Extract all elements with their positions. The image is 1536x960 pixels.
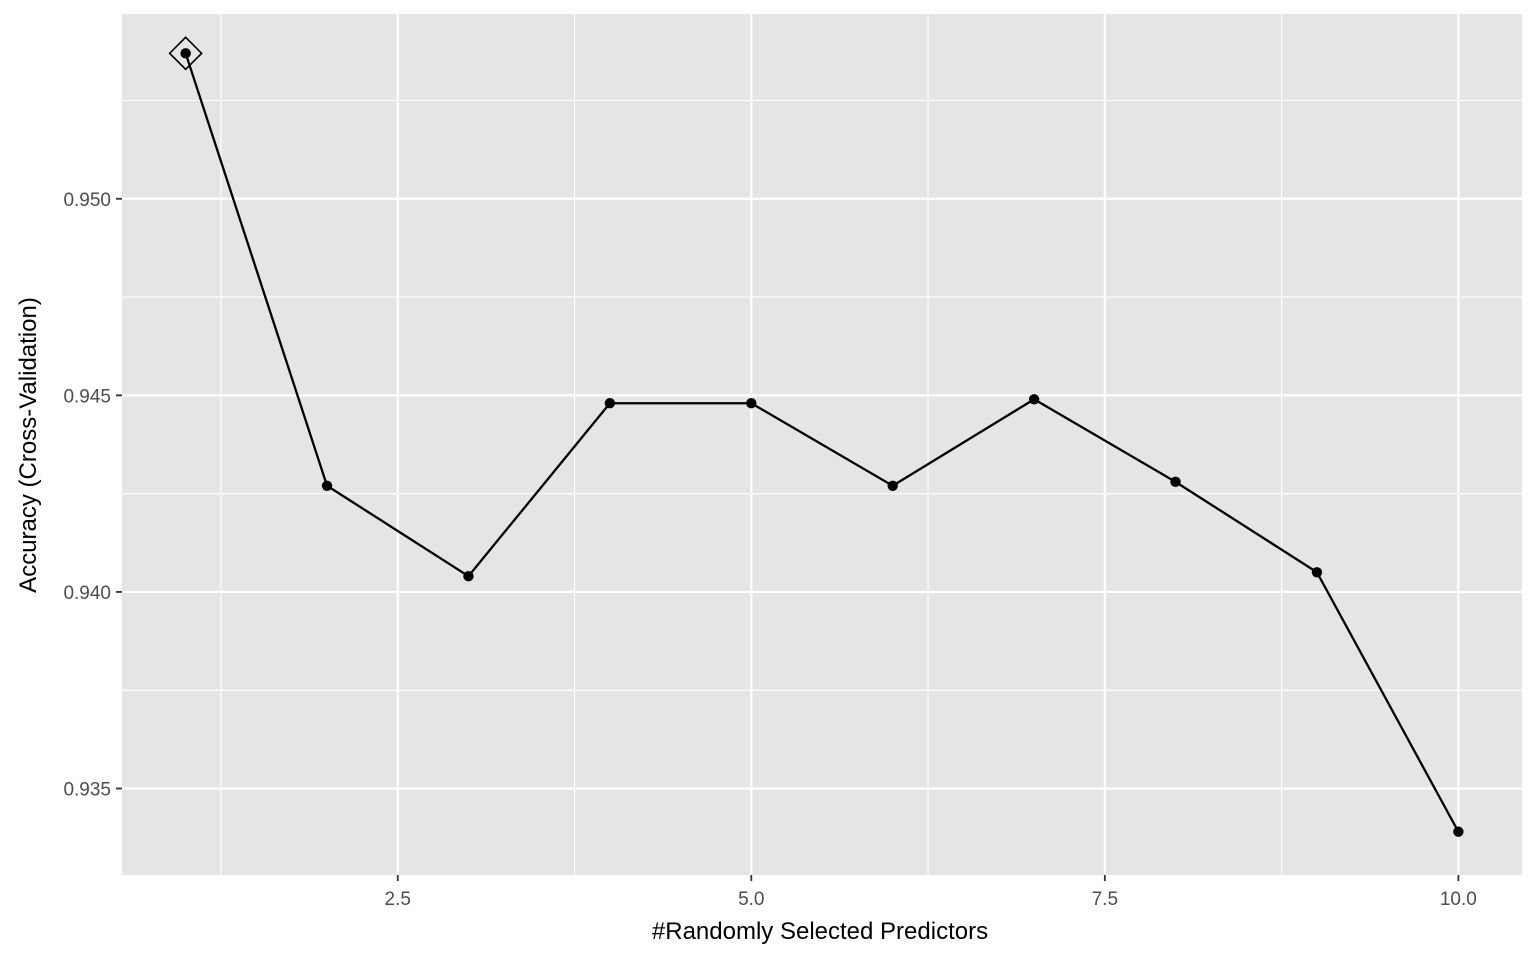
tick-layer: 2.5 5.0 7.5 10.0 0.935 0.940 0.945 0.950 — [63, 190, 1476, 910]
series-layer — [168, 36, 1464, 837]
major-gridlines — [122, 14, 1522, 875]
data-point — [746, 398, 757, 409]
minor-gridlines — [122, 14, 1522, 875]
data-point — [1028, 394, 1040, 405]
best-value-marker — [168, 36, 203, 71]
data-point — [604, 398, 616, 409]
y-tick-label: 0.940 — [63, 583, 111, 604]
y-tick-label: 0.950 — [63, 190, 111, 211]
x-tick-label: 10.0 — [1440, 889, 1477, 910]
series-line — [184, 52, 1460, 833]
data-point — [321, 480, 333, 491]
y-tick-label: 0.945 — [63, 386, 111, 407]
x-axis-title: #Randomly Selected Predictors — [652, 918, 988, 945]
x-tick-label: 2.5 — [385, 889, 411, 910]
data-point — [180, 48, 191, 59]
x-tick-label: 5.0 — [738, 889, 764, 910]
y-tick-label: 0.935 — [63, 780, 111, 801]
y-axis-title: Accuracy (Cross-Validation) — [15, 297, 42, 593]
data-point — [887, 480, 898, 491]
data-point — [1453, 826, 1464, 837]
x-tick-label: 7.5 — [1092, 889, 1118, 910]
data-point — [1170, 476, 1181, 488]
data-point — [463, 571, 474, 582]
data-point — [1311, 567, 1323, 578]
